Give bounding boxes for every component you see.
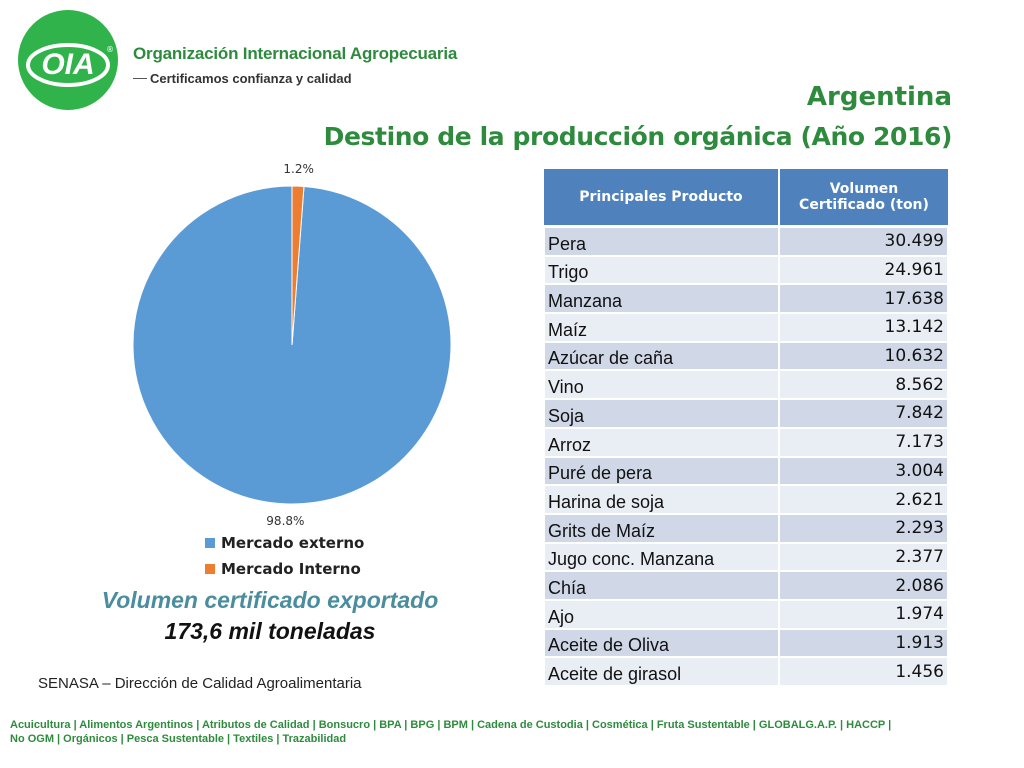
org-name: Organización Internacional Agropecuaria [133,44,458,63]
page-title: Argentina [806,82,952,112]
table-row: Azúcar de caña 10.632 [543,340,949,372]
cell-product: Pera [543,224,780,257]
cell-product: Trigo [543,254,780,286]
cell-volume: 1.913 [778,627,949,659]
table-row: Chía 2.086 [543,570,949,601]
table-row: Arroz 7.173 [543,426,949,458]
cell-product: Maíz [543,312,780,343]
table-row: Vino 8.562 [543,369,949,401]
table-row: Jugo conc. Manzana 2.377 [543,541,949,573]
export-volume-value: 173,6 mil toneladas [164,618,376,644]
table-row: Ajo 1.974 [543,598,949,630]
cell-product: Arroz [543,426,780,458]
cell-volume: 2.621 [778,484,949,515]
cell-volume: 13.142 [778,312,949,343]
table-header-row: Principales Producto Volumen Certificado… [544,169,948,227]
cell-volume: 24.961 [778,254,949,286]
legend-item-interno: Mercado Interno [205,556,364,582]
table-row: Trigo 24.961 [543,254,949,286]
footer-line-2: No OGM | Orgánicos | Pesca Sustentable |… [10,733,347,745]
pie-label-0: 98.8% [266,514,304,528]
cell-volume: 1.974 [778,598,949,630]
table-body: Pera 30.499 Trigo 24.961 Manzana 17.638 Maíz 13… [543,224,949,687]
pie-slice-1 [291,185,305,346]
legend-item-externo: Mercado externo [205,530,364,556]
footer-line-1: Acuicultura | Alimentos Argentinos | Atr… [10,719,892,731]
legend-label-externo: Mercado externo [221,534,365,552]
table-row: Aceite de girasol 1.456 [543,656,949,687]
chart-legend: Mercado externo Mercado Interno [205,530,364,582]
cell-volume: 8.562 [778,369,949,401]
cell-product: Azúcar de caña [543,340,780,372]
table-row: Aceite de Oliva 1.913 [543,627,949,659]
cell-product: Chía [543,570,780,601]
table-row: Harina de soja 2.621 [543,484,949,515]
cell-product: Vino [543,369,780,401]
cell-volume: 2.377 [778,541,949,573]
table-row: Pera 30.499 [543,224,949,257]
header-volume: Volumen Certificado (ton) [779,169,948,227]
tagline-divider [133,78,147,79]
cell-volume: 17.638 [778,283,949,315]
cell-volume: 1.456 [778,656,949,687]
cell-product: Puré de pera [543,455,780,487]
cell-volume: 30.499 [778,224,949,257]
cell-volume: 3.004 [778,455,949,487]
cell-product: Manzana [543,283,780,315]
table-row: Maíz 13.142 [543,312,949,343]
table-row: Grits de Maíz 2.293 [543,512,949,544]
cell-product: Ajo [543,598,780,630]
products-table: Principales Producto Volumen Certificado… [543,169,949,687]
header-product: Principales Producto [544,169,780,227]
table-row: Soja 7.842 [543,398,949,429]
pie-chart: 98.8% 1.2% [132,162,452,528]
table-row: Manzana 17.638 [543,283,949,315]
products-table-container: Principales Producto Volumen Certificado… [543,169,949,687]
cell-volume: 10.632 [778,340,949,372]
cell-product: Jugo conc. Manzana [543,541,780,573]
cell-product: Soja [543,398,780,429]
legend-swatch-interno [205,564,215,574]
logo-text: OIA [41,48,94,81]
cell-product: Harina de soja [543,484,780,515]
cell-product: Grits de Maíz [543,512,780,544]
pie-label-1: 1.2% [283,162,314,176]
cell-volume: 2.086 [778,570,949,601]
cell-volume: 7.842 [778,398,949,429]
cell-product: Aceite de Oliva [543,627,780,659]
legend-label-interno: Mercado Interno [221,560,361,578]
oia-logo: OIA ® [18,10,118,110]
cell-volume: 2.293 [778,512,949,544]
table-row: Puré de pera 3.004 [543,455,949,487]
cell-volume: 7.173 [778,426,949,458]
svg-text:®: ® [106,45,114,54]
footer-services: Acuicultura | Alimentos Argentinos | Atr… [10,718,1010,746]
export-volume-title: Volumen certificado exportado [101,587,439,613]
legend-swatch-externo [205,538,215,548]
source-note: SENASA – Dirección de Calidad Agroalimen… [38,675,362,692]
page-subtitle: Destino de la producción orgánica (Año 2… [323,122,953,151]
tagline: Certificamos confianza y calidad [150,71,352,86]
cell-product: Aceite de girasol [543,656,780,687]
